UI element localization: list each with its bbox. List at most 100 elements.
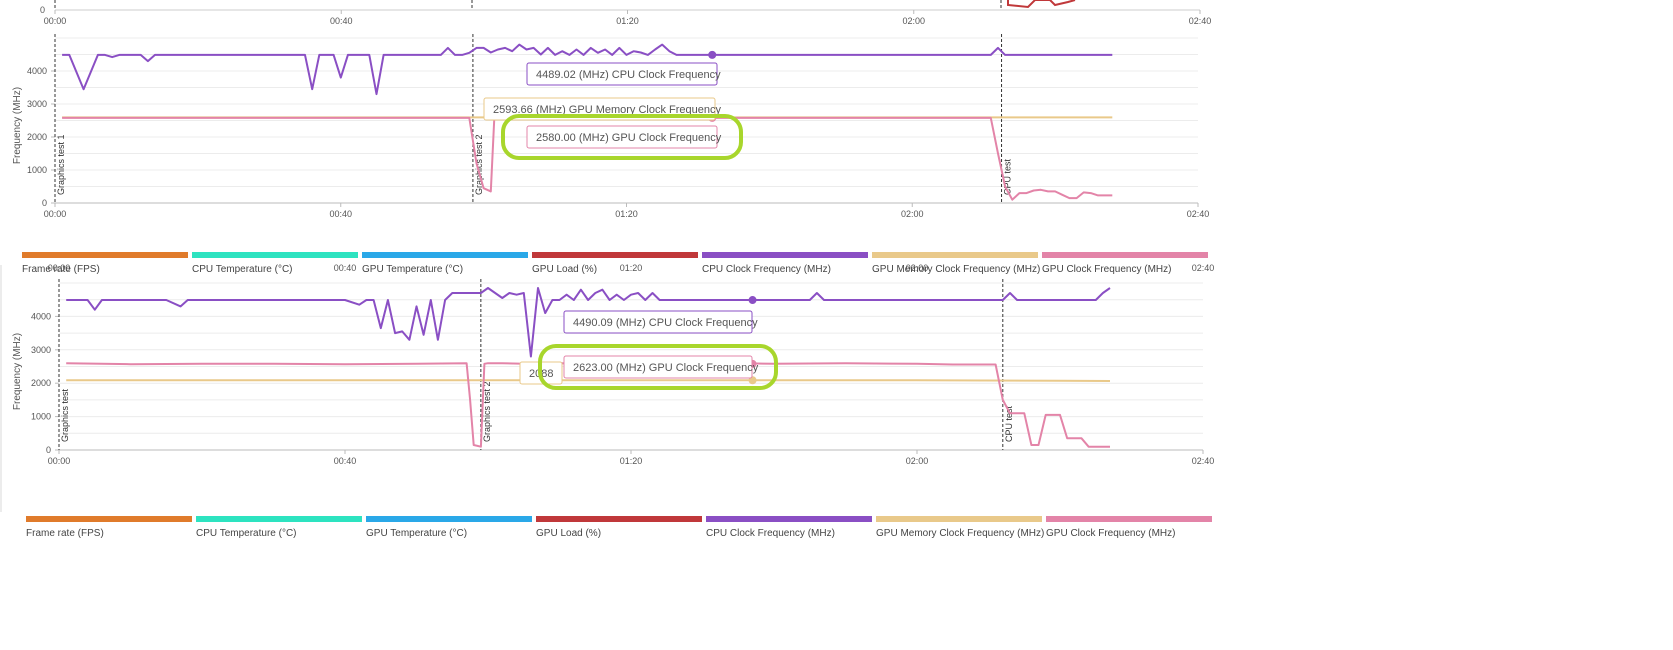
legend-label: CPU Clock Frequency (MHz): [706, 528, 835, 539]
y-tick-label: 1000: [31, 412, 51, 422]
legend-label: GPU Temperature (°C): [366, 528, 468, 539]
legend-swatch: [22, 252, 188, 258]
legend-swatch: [26, 516, 192, 522]
legend-item-gpu-temperature[interactable]: GPU Temperature (°C): [366, 516, 532, 539]
test-marker-label: Graphics test 1: [56, 134, 66, 195]
legend-swatch: [196, 516, 362, 522]
legend-label: GPU Memory Clock Frequency (MHz): [876, 528, 1045, 539]
legend-label: GPU Temperature (°C): [362, 264, 464, 275]
y-tick-label: 0: [42, 198, 47, 208]
tooltip-text: 2580.00 (MHz) GPU Clock Frequency: [536, 132, 722, 144]
test-marker-label: Graphics test 2: [482, 381, 492, 442]
legend-item-gpu-clock[interactable]: GPU Clock Frequency (MHz): [1046, 516, 1212, 539]
series-line: [66, 361, 1110, 448]
y-axis-label: Frequency (MHz): [12, 87, 23, 164]
legend-label: CPU Temperature (°C): [192, 264, 293, 275]
y-axis-label: Frequency (MHz): [12, 333, 23, 410]
test-marker-label: Graphics test 2: [474, 134, 484, 195]
chart-1: 0 1000 2000 3000 4000 Frequency (MHz) 00:00 00:…: [12, 34, 1209, 219]
y-tick-label: 2000: [27, 132, 47, 142]
legend-item-gpu-load[interactable]: GPU Load (%): [536, 516, 702, 539]
x-tick-label: 02:00: [906, 456, 929, 466]
tooltip-box: [526, 62, 718, 86]
y-tick-label: 4000: [31, 311, 51, 321]
partial-y-tick-label: 0: [40, 5, 45, 15]
x-tick-label: 02:40: [1187, 209, 1210, 219]
legend-swatch: [706, 516, 872, 522]
top-x-tick-label: 02:40: [1192, 263, 1215, 273]
partial-x-tick-label: 02:40: [1189, 16, 1212, 26]
legend-label: Frame rate (FPS): [22, 264, 100, 275]
legend-item-cpu-clock[interactable]: CPU Clock Frequency (MHz): [702, 252, 868, 275]
partial-x-tick-label: 00:00: [44, 16, 67, 26]
x-tick-label: 00:00: [44, 209, 67, 219]
y-tick-label: 2000: [31, 378, 51, 388]
tooltip-box: [563, 310, 753, 334]
partial-x-tick-label: 01:20: [616, 16, 639, 26]
legend-swatch: [192, 252, 358, 258]
x-tick-label: 01:20: [620, 456, 643, 466]
tooltip-text: 4490.09 (MHz) CPU Clock Frequency: [573, 317, 758, 329]
legend-item-frame-rate[interactable]: Frame rate (FPS): [26, 516, 192, 539]
series-line: [66, 287, 1111, 358]
legend-item-cpu-clock[interactable]: CPU Clock Frequency (MHz): [706, 516, 872, 539]
series-line: [66, 379, 1111, 382]
legend-item-gpu-clock[interactable]: GPU Clock Frequency (MHz): [1042, 252, 1208, 275]
legend-item-gpu-temperature[interactable]: GPU Temperature (°C): [362, 252, 528, 275]
tooltip-text: 2623.00 (MHz) GPU Clock Frequency: [573, 362, 759, 374]
legend-item-cpu-temperature[interactable]: CPU Temperature (°C): [192, 252, 358, 275]
legend-bottom: Frame rate (FPS) CPU Temperature (°C) GP…: [26, 516, 1216, 539]
x-tick-label: 00:40: [329, 209, 352, 219]
y-tick-label: 0: [46, 445, 51, 455]
top-x-tick-label: 00:00: [48, 263, 71, 273]
highlight-ring: [501, 114, 743, 160]
legend-top: Frame rate (FPS) CPU Temperature (°C) GP…: [22, 252, 1212, 275]
legend-swatch: [532, 252, 698, 258]
legend-label: GPU Memory Clock Frequency (MHz): [872, 264, 1041, 275]
legend-swatch: [366, 516, 532, 522]
legend-swatch: [702, 252, 868, 258]
partial-gpu-load-series: [1007, 0, 1076, 9]
legend-item-cpu-temperature[interactable]: CPU Temperature (°C): [196, 516, 362, 539]
legend-label: GPU Clock Frequency (MHz): [1046, 528, 1176, 539]
x-tick-label: 00:00: [48, 456, 71, 466]
legend-item-gpu-load[interactable]: GPU Load (%): [532, 252, 698, 275]
tooltip-box: [526, 125, 718, 149]
partial-chart: 000:00 00:40 01:20 02:00 02:40: [40, 0, 1211, 26]
y-tick-label: 3000: [27, 99, 47, 109]
top-x-tick-label: 00:40: [334, 263, 357, 273]
legend-label: Frame rate (FPS): [26, 528, 104, 539]
highlight-ring: [538, 344, 778, 390]
test-marker-label: CPU test: [1004, 405, 1014, 442]
legend-item-frame-rate[interactable]: Frame rate (FPS): [22, 252, 188, 275]
legend-swatch: [1042, 252, 1208, 258]
legend-label: CPU Temperature (°C): [196, 528, 297, 539]
x-tick-label: 02:00: [901, 209, 924, 219]
tooltip-text: 4489.02 (MHz) CPU Clock Frequency: [536, 69, 721, 81]
legend-swatch: [1046, 516, 1212, 522]
legend-item-gpu-memory-clock[interactable]: GPU Memory Clock Frequency (MHz): [872, 252, 1041, 275]
y-tick-label: 3000: [31, 345, 51, 355]
hover-point: [748, 296, 757, 305]
tooltip-box: [563, 355, 753, 379]
chart-2: 00:00 00:40 01:20 02:00 02:40 0 1000 2000 3000 40…: [12, 263, 1214, 466]
test-marker-label: CPU test: [1003, 158, 1013, 195]
hover-point: [708, 50, 717, 59]
legend-label: GPU Load (%): [532, 264, 598, 275]
x-tick-label: 02:40: [1192, 456, 1215, 466]
legend-label: GPU Clock Frequency (MHz): [1042, 264, 1172, 275]
legend-swatch: [536, 516, 702, 522]
y-tick-label: 1000: [27, 165, 47, 175]
legend-swatch: [876, 516, 1042, 522]
partial-x-tick-label: 02:00: [902, 16, 925, 26]
legend-item-gpu-memory-clock[interactable]: GPU Memory Clock Frequency (MHz): [876, 516, 1045, 539]
partial-x-tick-label: 00:40: [330, 16, 353, 26]
tooltip-text: 2593.66 (MHz) GPU Memory Clock Frequency: [493, 104, 722, 116]
x-tick-label: 01:20: [615, 209, 638, 219]
legend-label: CPU Clock Frequency (MHz): [702, 264, 831, 275]
y-tick-label: 4000: [27, 66, 47, 76]
series-line: [62, 43, 1113, 96]
series-line: [62, 116, 1113, 201]
legend-swatch: [872, 252, 1038, 258]
